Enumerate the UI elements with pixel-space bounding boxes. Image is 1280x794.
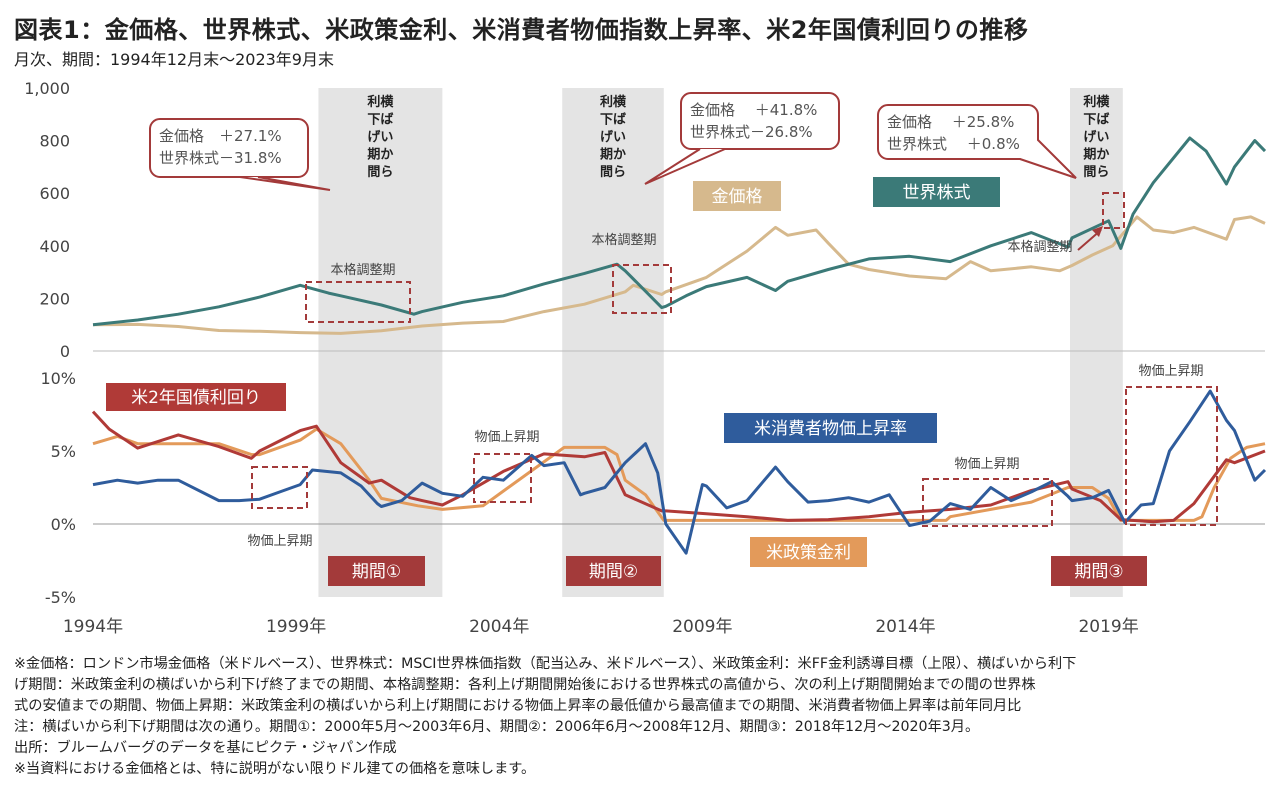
callout-box — [149, 118, 309, 178]
axes: 1,000 800 600 400 200 0 10% 5% 0% -5% 1994年 1999年 20… — [24, 79, 1139, 637]
y-tick-label: 10% — [40, 369, 76, 388]
series-label-gold: 金価格 — [712, 187, 763, 207]
y-tick-label: 0% — [51, 515, 76, 534]
series-label-world-equity-box — [873, 177, 1000, 207]
footnote-line: ※金価格：ロンドン市場金価格（米ドルベース）、世界株式：MSCI世界株価指数（配… — [14, 656, 1077, 672]
shaded-period-label: 下ば — [1083, 113, 1109, 128]
shaded-period-label: 下ば — [600, 113, 626, 128]
period-label-2-box — [566, 556, 661, 586]
inflation-period-label: 物価上昇期 — [474, 430, 539, 445]
grid — [93, 350, 1265, 525]
series-label-2y-yield-box — [106, 383, 286, 411]
footnote-line: 注：横ばいから利下げ期間は次の通り。期間①：2000年5月～2003年6月、期間… — [14, 719, 980, 735]
shaded-period-label: 間ら — [600, 165, 626, 180]
y-tick-label: 5% — [51, 442, 76, 461]
shaded-period-label: 期か — [1083, 148, 1109, 163]
shaded-period-label: げい — [1083, 129, 1109, 145]
series-label-gold-box — [693, 181, 781, 211]
shaded-period-label: 間ら — [367, 165, 393, 180]
callout-text: 金価格 ＋41.8% — [690, 101, 817, 119]
shaded-period-label: 利横 — [367, 94, 394, 110]
adjustment-period-label: 本格調整期 — [591, 232, 656, 248]
shaded-period-label: げい — [600, 129, 626, 145]
x-tick-label: 2004年 — [469, 617, 529, 637]
shaded-period-label: 下ば — [367, 113, 393, 128]
series-label-world-equity: 世界株式 — [903, 183, 971, 203]
callout-text: 世界株式－26.8% — [690, 123, 813, 141]
callout-text: 世界株式 ＋0.8% — [887, 135, 1020, 153]
y-tick-label: 400 — [39, 237, 70, 256]
shaded-period-label: 期か — [600, 148, 626, 163]
inflation-period-box — [1125, 386, 1218, 526]
series-line-world-equity — [92, 136, 1267, 327]
chart-subtitle: 月次、期間：1994年12月末～2023年9月末 — [14, 50, 334, 69]
series-label-policy-rate: 米政策金利 — [766, 543, 851, 563]
series-line-cpi — [92, 389, 1267, 555]
callout-text: 金価格 ＋25.8% — [887, 113, 1014, 131]
series-label-2y-yield: 米2年国債利回り — [131, 388, 261, 408]
shaded-period-2 — [562, 88, 664, 597]
adjustment-period-box — [1102, 192, 1125, 229]
y-tick-label: 0 — [60, 342, 70, 361]
x-tick-label: 2019年 — [1078, 617, 1138, 637]
shaded-period-label: 期か — [367, 148, 393, 163]
period-label-3: 期間③ — [1074, 562, 1123, 582]
series-label-cpi-box — [724, 413, 937, 443]
shaded-period-label: げい — [367, 129, 393, 145]
series-label-cpi: 米消費者物価上昇率 — [754, 419, 907, 439]
shaded-period-label: 間ら — [1083, 165, 1109, 180]
adjustment-period-box — [612, 264, 672, 314]
y-tick-label: 1,000 — [24, 79, 70, 98]
shaded-period-label: 利横 — [600, 94, 627, 110]
callout-text: 金価格 ＋27.1% — [159, 127, 282, 145]
x-tick-label: 2014年 — [875, 617, 935, 637]
series — [91, 136, 1267, 555]
callout-pointer — [644, 148, 726, 185]
callout-pointer — [239, 176, 331, 191]
callout-pointer — [1019, 139, 1077, 179]
series-line-gold — [92, 215, 1266, 335]
x-tick-label: 1999年 — [266, 617, 326, 637]
arrow-head — [1092, 226, 1103, 237]
inflation-period-label: 物価上昇期 — [247, 534, 312, 549]
callout-box — [877, 104, 1039, 160]
period-label-2: 期間② — [589, 562, 638, 582]
period-label-3-box — [1051, 556, 1147, 586]
shaded-period-1 — [318, 88, 443, 597]
series-line-2y-yield — [91, 410, 1266, 524]
inflation-period-label: 物価上昇期 — [1138, 364, 1203, 379]
period-label-1: 期間① — [352, 562, 401, 582]
adjustment-period-label: 本格調整期 — [330, 262, 395, 278]
x-tick-label: 2009年 — [672, 617, 732, 637]
callout-text: 世界株式－31.8% — [159, 149, 282, 167]
y-tick-label: 600 — [39, 184, 70, 203]
y-tick-label: 800 — [39, 132, 70, 151]
footnote-line: 式の安値までの期間、物価上昇期：米政策金利の横ばいから利上げ期間における物価上昇… — [14, 698, 1022, 714]
series-label-policy-rate-box — [750, 537, 867, 567]
inflation-period-box — [251, 466, 308, 509]
y-tick-label: 200 — [39, 289, 70, 308]
adjustment-period-label: 本格調整期 — [1007, 239, 1072, 255]
shaded-period-label: 利横 — [1083, 94, 1110, 110]
inflation-period-label: 物価上昇期 — [954, 457, 1019, 472]
y-tick-label: -5% — [45, 588, 76, 607]
chart-title: 図表1：金価格、世界株式、米政策金利、米消費者物価指数上昇率、米2年国債利回りの… — [14, 16, 1029, 44]
footnote-line: 出所：ブルームバーグのデータを基にピクテ・ジャパン作成 — [14, 740, 397, 756]
period-label-1-box — [328, 556, 425, 586]
inflation-period-box — [922, 478, 1053, 527]
footnotes: ※金価格：ロンドン市場金価格（米ドルベース）、世界株式：MSCI世界株価指数（配… — [14, 654, 1276, 780]
adjustment-period-box — [305, 281, 411, 323]
x-tick-label: 1994年 — [63, 617, 123, 637]
inflation-period-box — [473, 453, 532, 503]
footnote-line: ※当資料における金価格とは、特に説明がない限りドル建ての価格を意味します。 — [14, 761, 536, 777]
footnote-line: げ期間：米政策金利の横ばいから利下げ終了までの期間、本格調整期：各利上げ期間開始… — [14, 677, 1036, 693]
callout-box — [680, 92, 840, 150]
